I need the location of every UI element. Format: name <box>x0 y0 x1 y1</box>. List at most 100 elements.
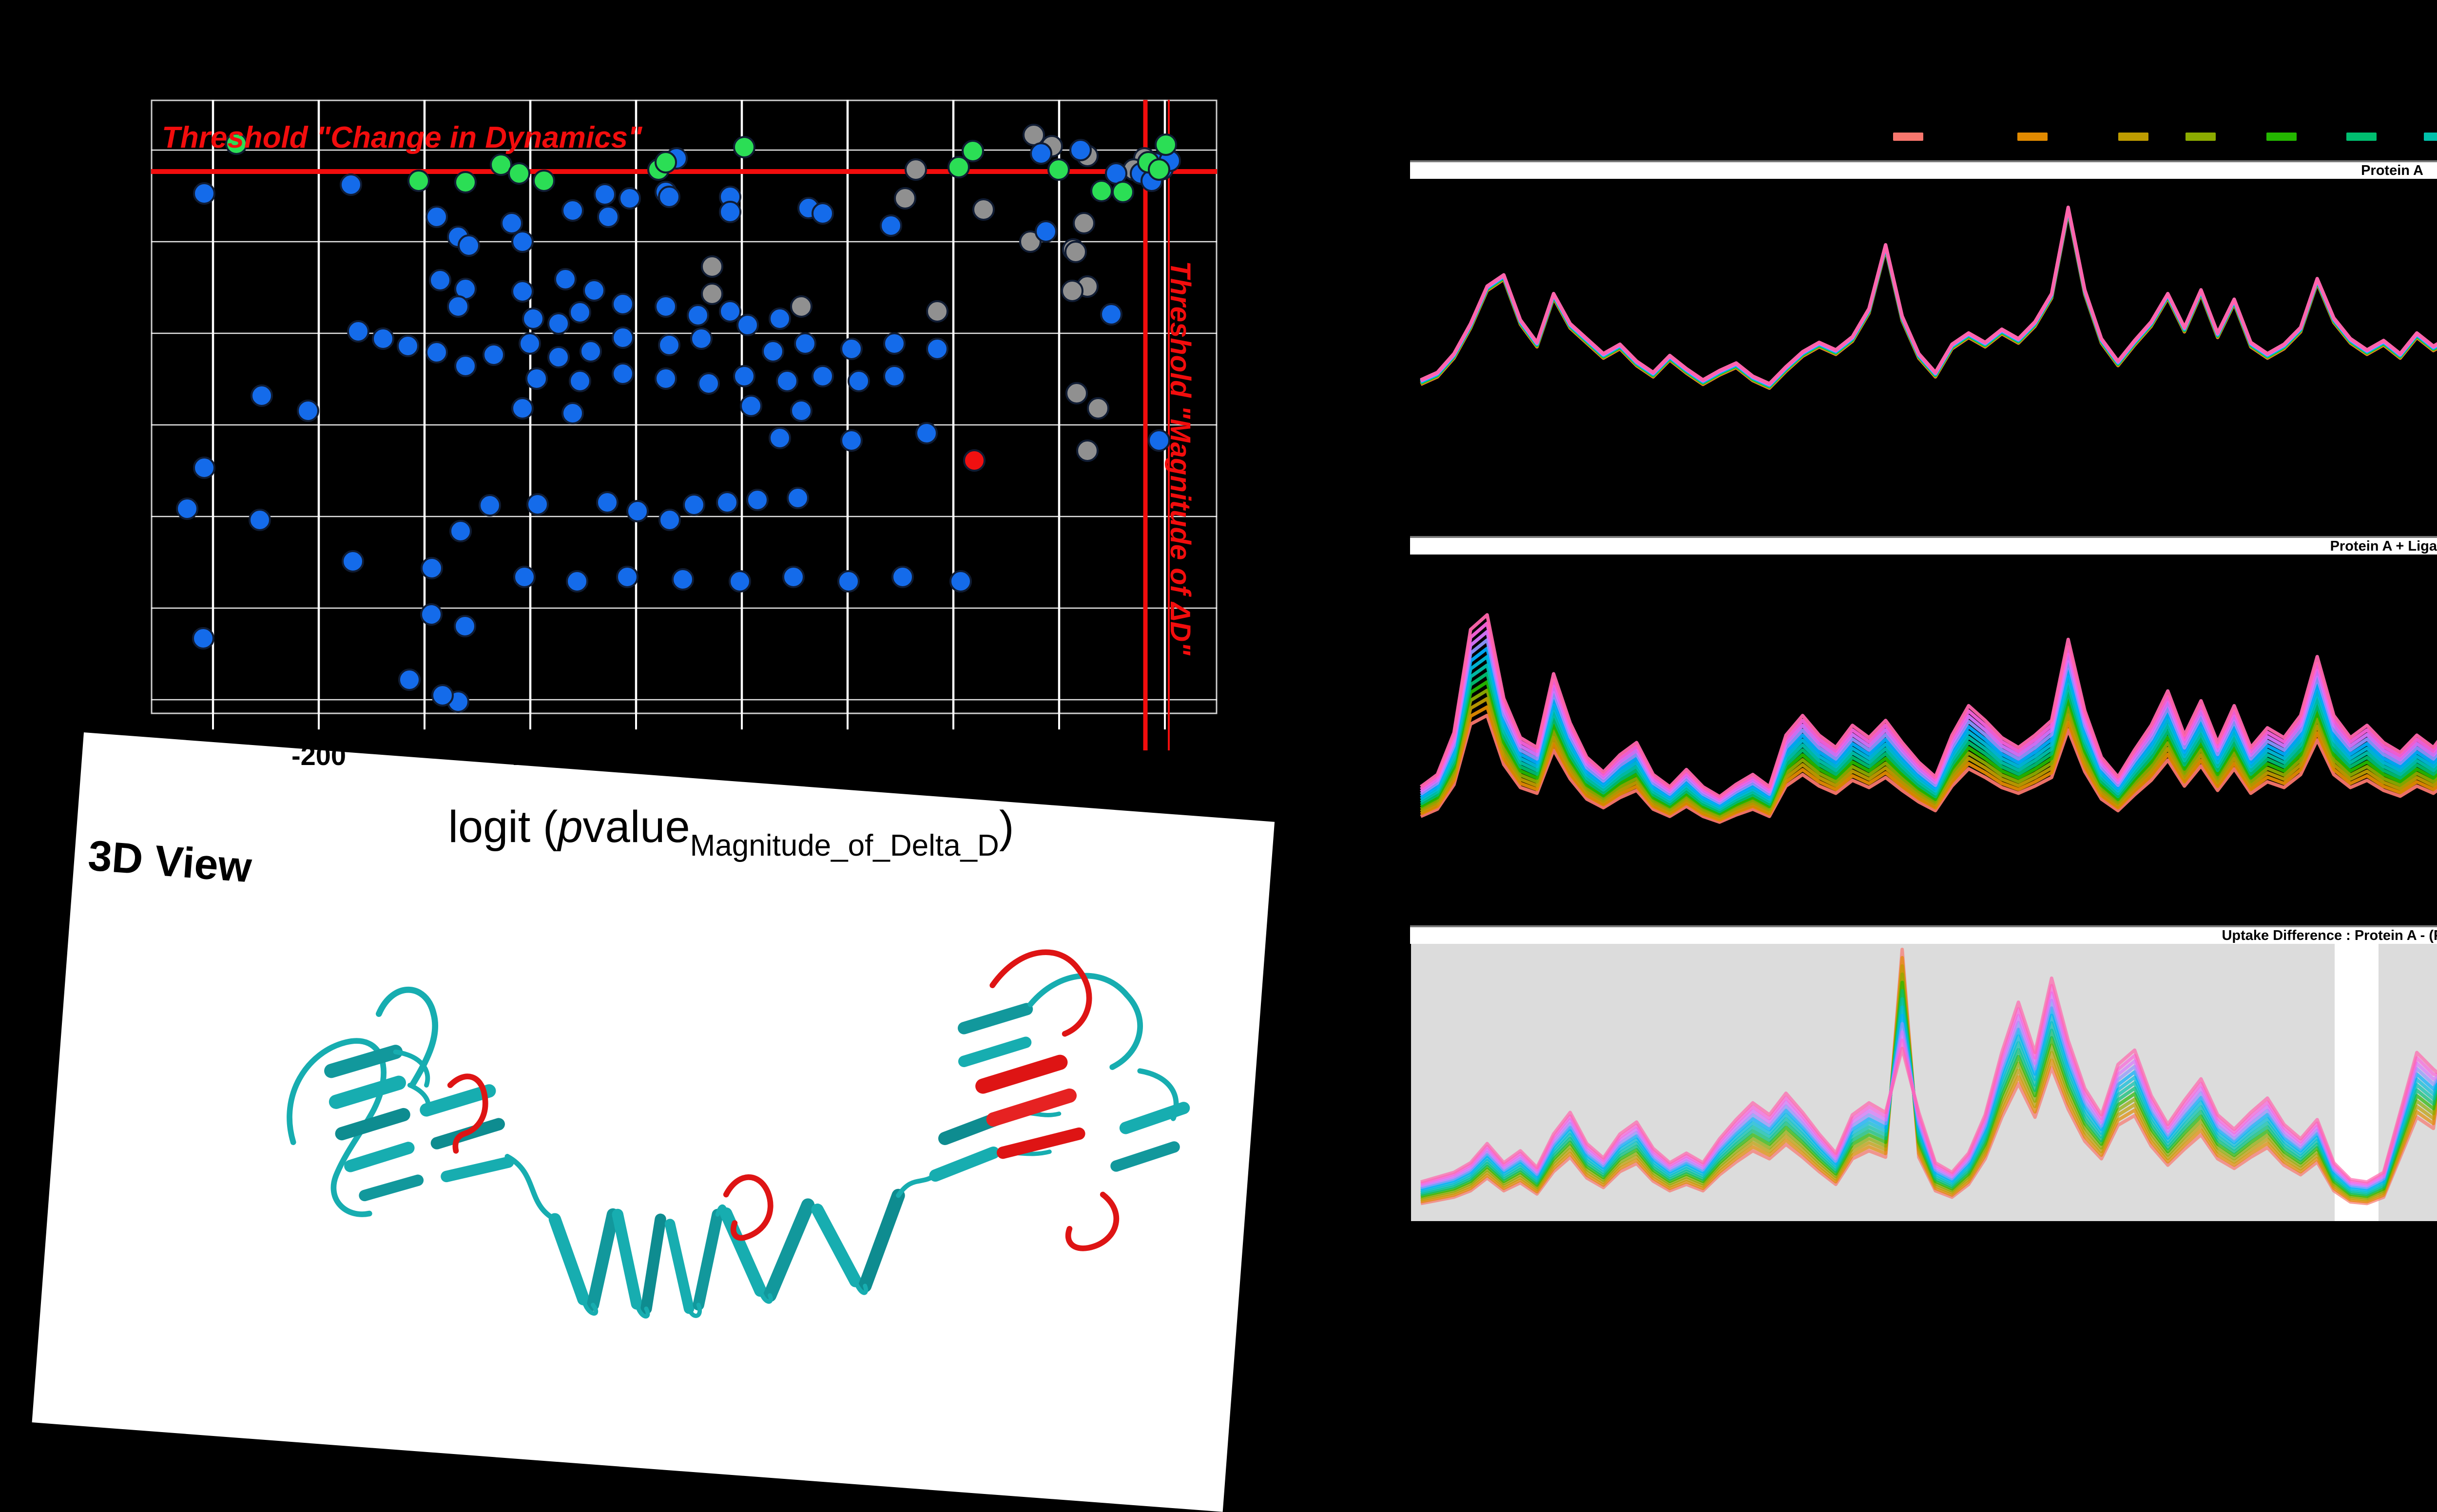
peptide-point-blue[interactable] <box>426 341 448 364</box>
peptide-point-blue[interactable] <box>501 212 523 234</box>
peptide-point-gray[interactable] <box>790 295 812 318</box>
peptide-point-blue[interactable] <box>658 334 680 356</box>
peptide-point-green[interactable] <box>733 136 755 158</box>
peptide-point-green[interactable] <box>1090 180 1113 202</box>
peptide-point-blue[interactable] <box>251 384 273 407</box>
peptide-point-blue[interactable] <box>431 684 454 707</box>
peptide-point-blue[interactable] <box>426 206 448 228</box>
peptide-point-blue[interactable] <box>483 344 505 366</box>
peptide-point-blue[interactable] <box>719 300 741 323</box>
peptide-point-blue[interactable] <box>812 365 834 387</box>
peptide-point-blue[interactable] <box>525 367 548 390</box>
peptide-point-blue[interactable] <box>249 509 271 531</box>
peptide-point-blue[interactable] <box>594 183 616 206</box>
peptide-point-blue[interactable] <box>848 370 870 392</box>
peptide-point-blue[interactable] <box>782 566 805 588</box>
peptide-point-green[interactable] <box>1155 134 1177 156</box>
peptide-point-blue[interactable] <box>561 402 584 424</box>
peptide-point-blue[interactable] <box>740 395 762 417</box>
peptide-point-green[interactable] <box>407 170 430 192</box>
peptide-point-blue[interactable] <box>511 397 534 420</box>
peptide-point-blue[interactable] <box>176 498 198 520</box>
chart-protein-a[interactable] <box>1411 202 2437 426</box>
peptide-point-green[interactable] <box>655 151 677 173</box>
peptide-point-blue[interactable] <box>949 570 972 593</box>
peptide-point-gray[interactable] <box>926 300 948 323</box>
peptide-point-blue[interactable] <box>479 494 501 517</box>
peptide-point-blue[interactable] <box>458 234 480 257</box>
chart-protein-a-ligand[interactable] <box>1411 568 2437 860</box>
peptide-point-blue[interactable] <box>569 301 591 324</box>
peptide-point-blue[interactable] <box>690 327 713 350</box>
peptide-point-green[interactable] <box>1112 181 1134 203</box>
volcano-plot[interactable]: Threshold "Change in Dynamics" Threshold … <box>151 99 1218 750</box>
peptide-point-blue[interactable] <box>1030 142 1052 165</box>
peptide-point-blue[interactable] <box>1035 220 1057 243</box>
peptide-point-gray[interactable] <box>1087 397 1109 420</box>
peptide-point-blue[interactable] <box>566 570 588 593</box>
peptide-point-blue[interactable] <box>837 570 860 593</box>
peptide-point-green[interactable] <box>508 162 530 185</box>
peptide-point-gray[interactable] <box>1023 124 1045 146</box>
peptide-point-gray[interactable] <box>701 255 723 278</box>
peptide-point-blue[interactable] <box>658 509 681 531</box>
peptide-point-blue[interactable] <box>719 201 741 223</box>
peptide-point-blue[interactable] <box>547 346 570 368</box>
peptide-point-blue[interactable] <box>429 269 451 291</box>
peptide-point-blue[interactable] <box>776 370 798 392</box>
peptide-point-blue[interactable] <box>658 186 680 208</box>
peptide-point-gray[interactable] <box>701 283 723 305</box>
peptide-point-green[interactable] <box>962 140 984 162</box>
peptide-point-blue[interactable] <box>513 566 536 588</box>
peptide-point-blue[interactable] <box>769 427 791 449</box>
peptide-point-blue[interactable] <box>297 400 319 422</box>
peptide-point-gray[interactable] <box>1065 382 1088 404</box>
peptide-point-blue[interactable] <box>687 304 709 326</box>
peptide-point-blue[interactable] <box>616 566 638 588</box>
peptide-point-green[interactable] <box>490 153 512 176</box>
chart-uptake-difference[interactable] <box>1411 943 2437 1222</box>
peptide-point-blue[interactable] <box>891 566 914 588</box>
peptide-point-blue[interactable] <box>794 332 816 355</box>
peptide-point-blue[interactable] <box>787 487 809 509</box>
peptide-point-blue[interactable] <box>733 365 755 387</box>
peptide-point-blue[interactable] <box>612 293 634 315</box>
peptide-point-blue[interactable] <box>683 494 705 516</box>
peptide-point-blue[interactable] <box>511 280 534 303</box>
peptide-point-green[interactable] <box>1148 158 1170 181</box>
peptide-point-blue[interactable] <box>716 491 738 514</box>
peptide-point-blue[interactable] <box>547 312 570 335</box>
peptide-point-blue[interactable] <box>840 429 863 452</box>
peptide-point-gray[interactable] <box>1019 230 1042 253</box>
peptide-point-blue[interactable] <box>655 367 677 390</box>
peptide-point-green[interactable] <box>948 156 970 178</box>
peptide-point-blue[interactable] <box>915 422 938 444</box>
peptide-point-green[interactable] <box>533 170 555 192</box>
peptide-point-blue[interactable] <box>1100 303 1122 325</box>
peptide-point-blue[interactable] <box>447 295 469 318</box>
peptide-point-blue[interactable] <box>736 314 759 336</box>
peptide-point-blue[interactable] <box>193 457 215 479</box>
peptide-point-blue[interactable] <box>840 338 863 360</box>
peptide-point-blue[interactable] <box>672 568 694 591</box>
peptide-point-blue[interactable] <box>340 173 362 196</box>
peptide-point-blue[interactable] <box>619 187 641 210</box>
peptide-point-blue[interactable] <box>790 400 812 422</box>
peptide-point-blue[interactable] <box>883 365 906 387</box>
peptide-point-blue[interactable] <box>347 320 369 343</box>
peptide-point-blue[interactable] <box>926 338 948 360</box>
peptide-point-blue[interactable] <box>612 326 634 349</box>
peptide-point-gray[interactable] <box>972 198 995 221</box>
peptide-point-blue[interactable] <box>1069 139 1092 161</box>
protein-ribbon-3d[interactable] <box>210 928 1233 1323</box>
peptide-point-blue[interactable] <box>561 199 584 222</box>
peptide-point-blue[interactable] <box>449 520 472 542</box>
peptide-point-blue[interactable] <box>372 327 394 350</box>
peptide-point-red[interactable] <box>963 449 986 472</box>
peptide-point-blue[interactable] <box>596 491 619 514</box>
peptide-point-blue[interactable] <box>883 332 906 355</box>
peptide-point-blue[interactable] <box>554 268 577 290</box>
peptide-point-gray[interactable] <box>1073 212 1095 234</box>
peptide-point-blue[interactable] <box>597 206 619 228</box>
peptide-point-blue[interactable] <box>342 550 364 573</box>
